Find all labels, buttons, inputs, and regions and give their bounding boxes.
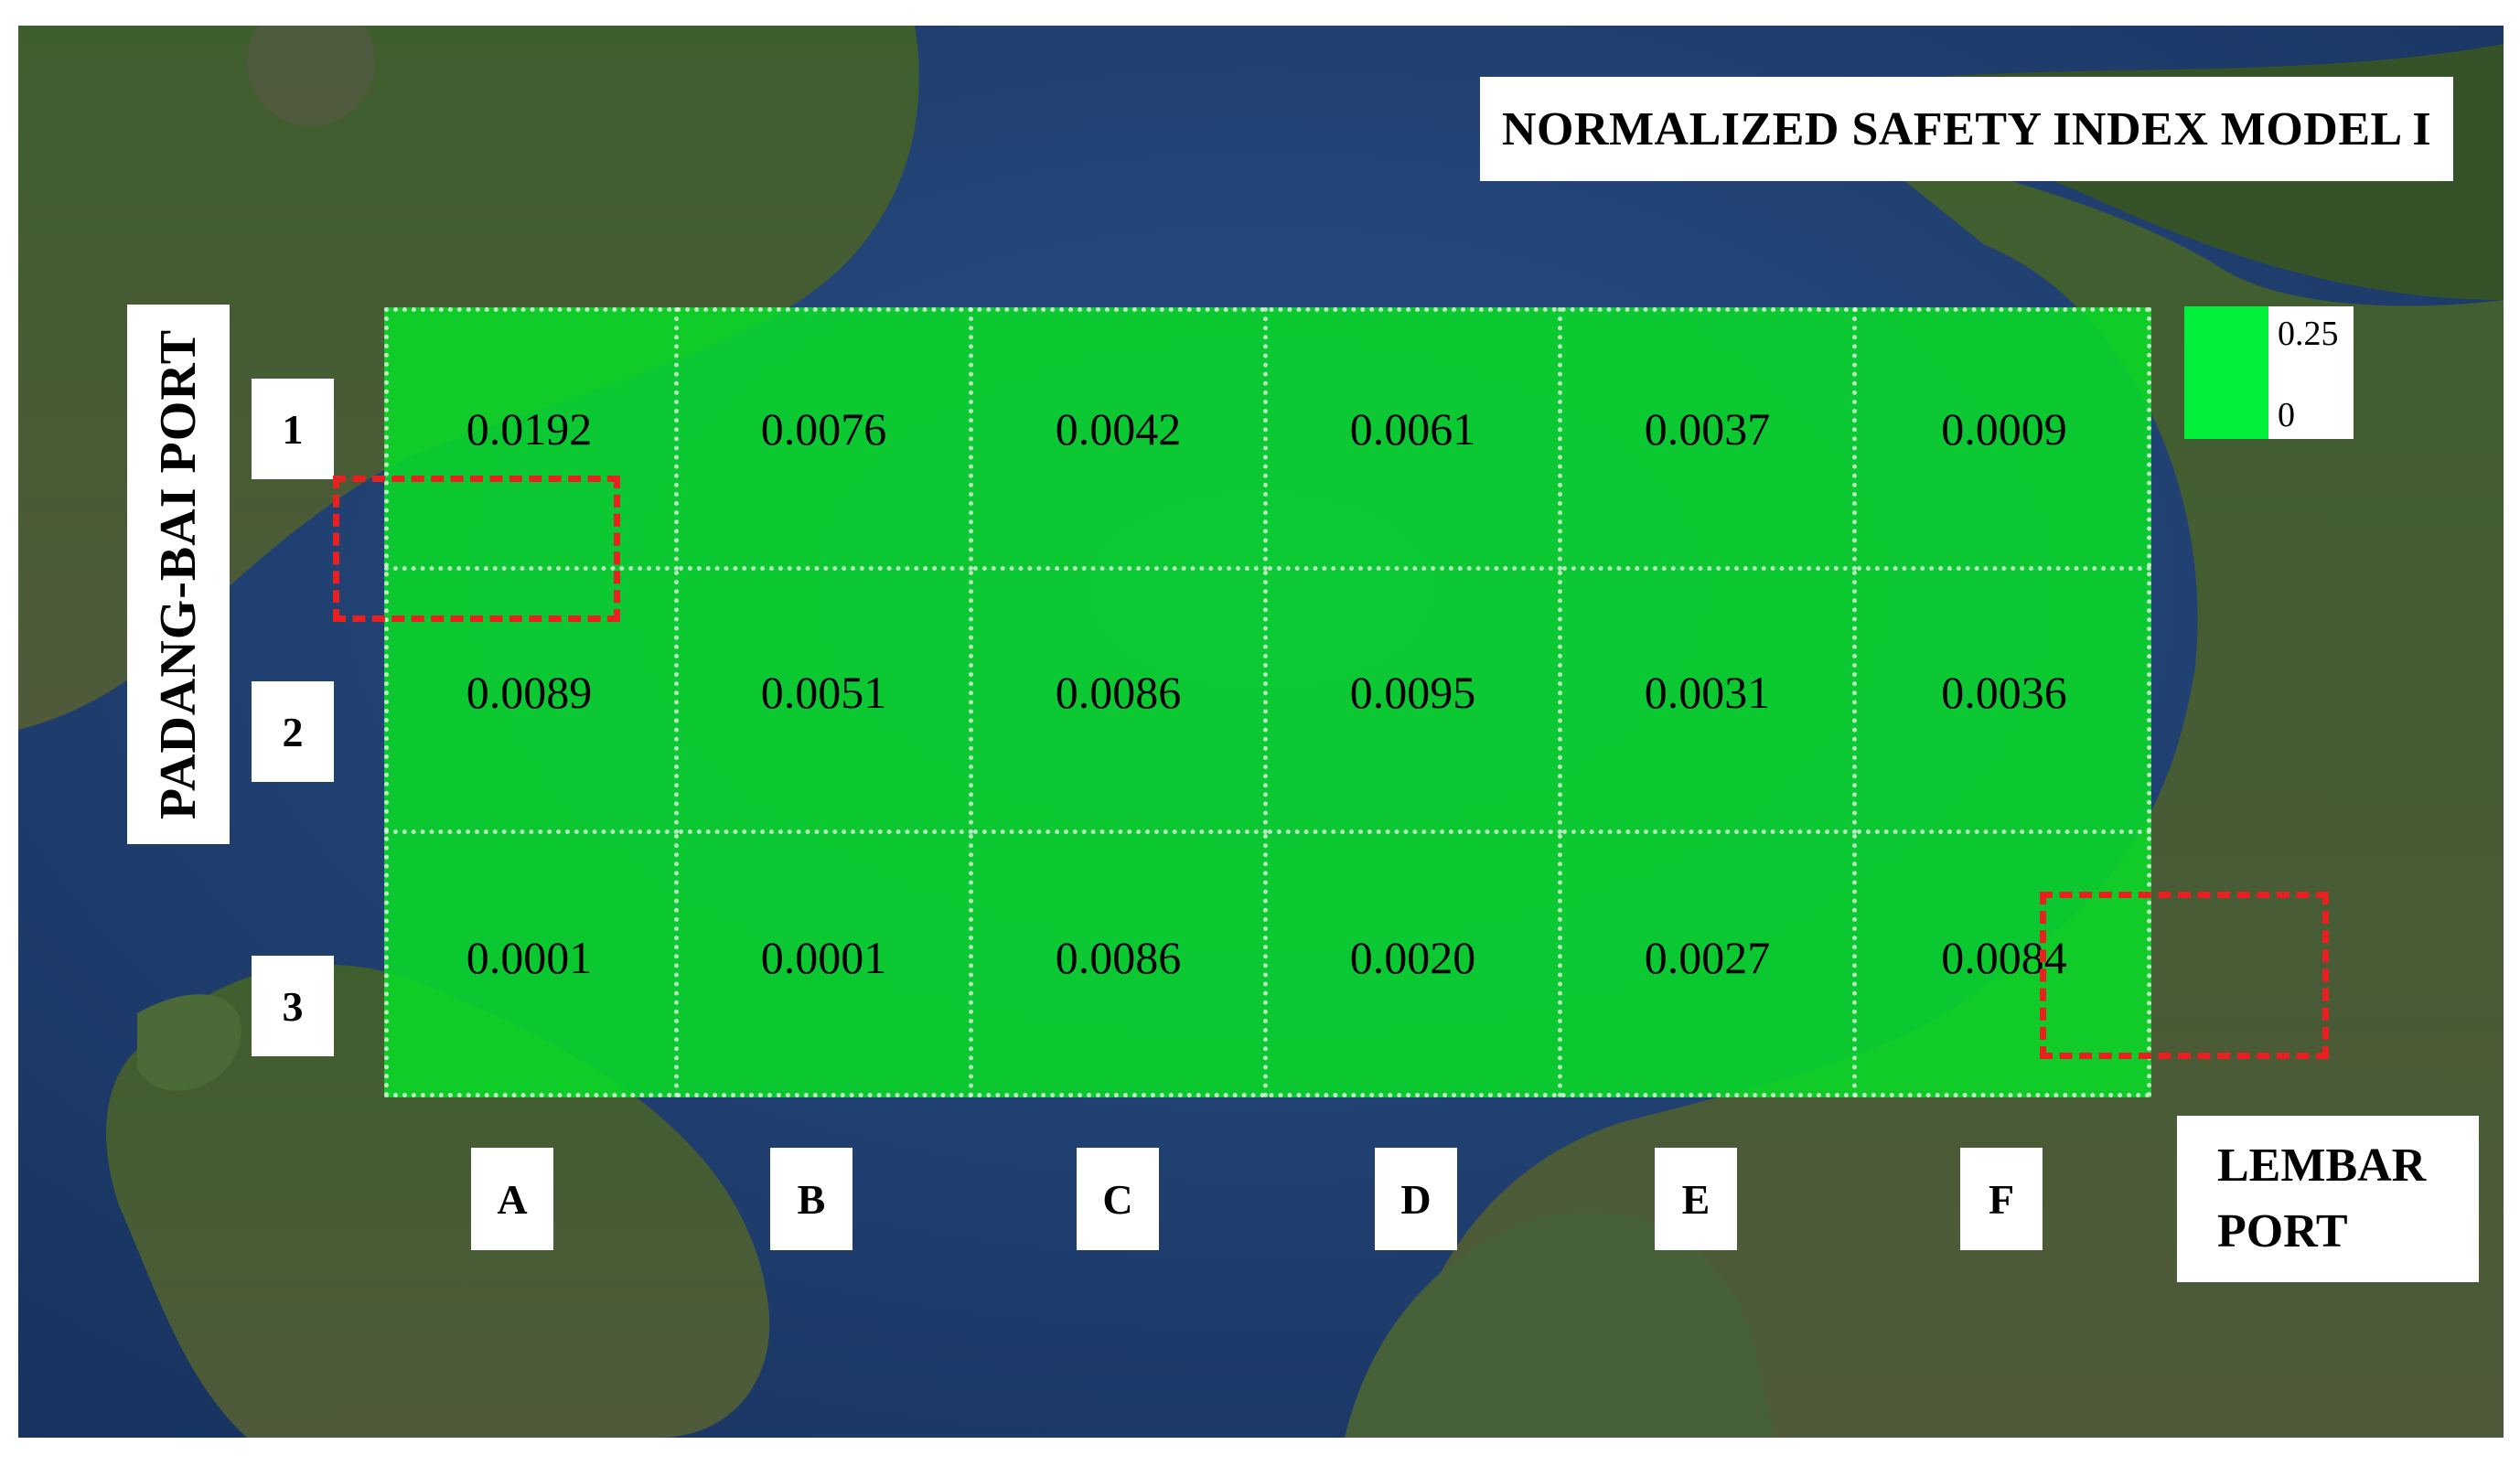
legend-max-label: 0.25 <box>2278 315 2339 353</box>
grid-cell-b1: 0.0076 <box>679 307 973 571</box>
grid-cell-e1: 0.0037 <box>1562 307 1857 571</box>
grid-cell-e2: 0.0031 <box>1562 571 1857 834</box>
row-label-3: 3 <box>252 956 334 1056</box>
map-title: NORMALIZED SAFETY INDEX MODEL I <box>1480 77 2453 181</box>
padang-bai-highlight-box <box>333 476 620 622</box>
color-legend: 0.25 0 <box>2184 306 2354 439</box>
column-label-f: F <box>1960 1148 2043 1250</box>
grid-cell-c1: 0.0042 <box>973 307 1268 571</box>
lembar-port-label: LEMBAR PORT <box>2177 1116 2479 1282</box>
grid-cell-a2: 0.0089 <box>384 571 679 834</box>
grid-cell-e3: 0.0027 <box>1562 834 1857 1097</box>
column-label-b: B <box>770 1148 853 1250</box>
grid-cell-f1: 0.0009 <box>1857 307 2151 571</box>
column-label-d: D <box>1375 1148 1457 1250</box>
grid-cell-d1: 0.0061 <box>1268 307 1562 571</box>
legend-color-bar <box>2184 306 2268 439</box>
lembar-port-line1: LEMBAR <box>2217 1140 2427 1192</box>
grid-cell-c3: 0.0086 <box>973 834 1268 1097</box>
padang-bai-port-text: PADANG-BAI PORT <box>150 328 208 820</box>
column-label-a: A <box>471 1148 553 1250</box>
grid-cell-b3: 0.0001 <box>679 834 973 1097</box>
grid-cell-a3: 0.0001 <box>384 834 679 1097</box>
legend-labels: 0.25 0 <box>2268 306 2354 439</box>
grid-cell-d2: 0.0095 <box>1268 571 1562 834</box>
row-label-2: 2 <box>252 681 334 782</box>
grid-cell-d3: 0.0020 <box>1268 834 1562 1097</box>
grid-cell-f2: 0.0036 <box>1857 571 2151 834</box>
grid-cell-c2: 0.0086 <box>973 571 1268 834</box>
legend-min-label: 0 <box>2278 396 2295 434</box>
column-label-c: C <box>1077 1148 1159 1250</box>
row-label-1: 1 <box>252 379 334 479</box>
safety-index-grid: 0.0192 0.0076 0.0042 0.0061 0.0037 0.000… <box>384 307 2151 1097</box>
lembar-port-line2: PORT <box>2217 1205 2348 1257</box>
column-label-e: E <box>1655 1148 1737 1250</box>
grid-cell-a1: 0.0192 <box>384 307 679 571</box>
padang-bai-port-label: PADANG-BAI PORT <box>127 305 230 844</box>
lembar-highlight-box <box>2040 892 2329 1059</box>
grid-cell-b2: 0.0051 <box>679 571 973 834</box>
